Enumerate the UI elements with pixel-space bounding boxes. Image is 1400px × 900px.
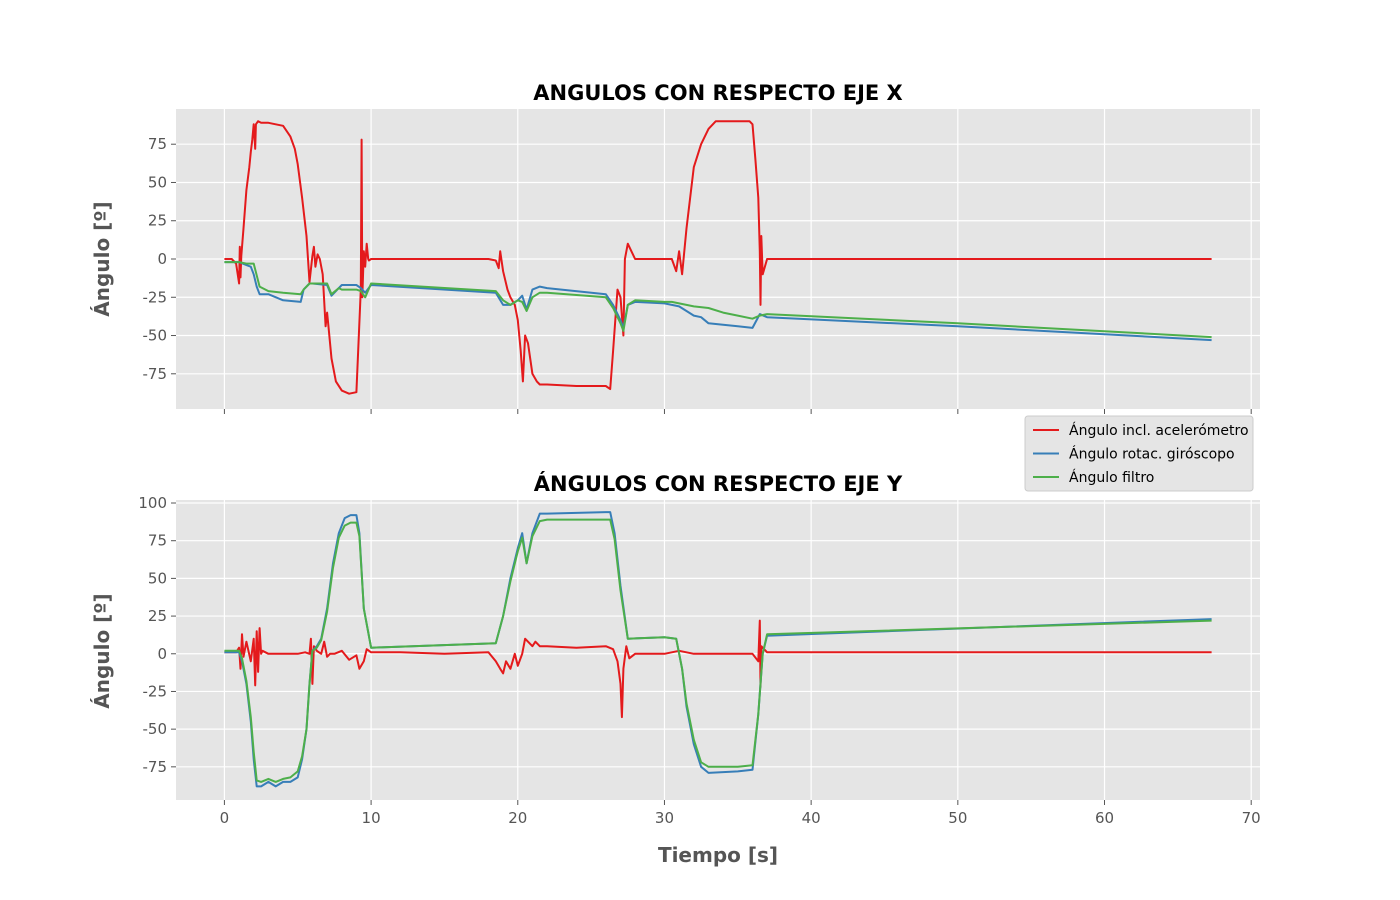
legend: Ángulo incl. acelerómetro Ángulo rotac. g… [1024,415,1254,492]
series-group [224,120,1212,395]
y-tick-label: -25 [143,288,168,306]
x-tick-label: 70 [1242,809,1261,827]
chart-panel-y-axis: -75 -50 -25 0 25 50 75 100 0 10 20 30 40 50 60 70 ÁNGULO… [90,471,1261,867]
series-line-ángulo-incl-acelerómetro [224,619,1212,719]
plot-area [176,500,1260,800]
chart-title: ANGULOS CON RESPECTO EJE X [533,81,902,105]
x-axis-label: Tiempo [s] [658,843,778,867]
series-line-ángulo-rotac-giróscopo [224,261,1212,342]
x-tick-label: 10 [362,809,381,827]
y-tick-label: -50 [143,327,168,345]
y-tick-label: 75 [148,532,167,550]
y-tick-label: 50 [148,569,167,587]
x-tick-label: 40 [802,809,821,827]
series-line-ángulo-incl-acelerómetro [224,120,1212,395]
x-tick-label: 30 [655,809,674,827]
y-tick-label: -75 [143,365,168,383]
y-tick-label: 0 [157,250,167,268]
y-tick-label: 25 [148,607,167,625]
y-tick-label: 0 [157,645,167,663]
x-tick-label: 20 [508,809,527,827]
y-tick-label: 25 [148,212,167,230]
y-tick-label: -75 [143,758,168,776]
y-tick-label: 50 [148,173,167,191]
series-line-ángulo-filtro [224,261,1212,339]
legend-label: Ángulo filtro [1069,469,1154,486]
x-tick-label: 0 [220,809,230,827]
y-tick-label: -50 [143,720,168,738]
chart-panel-x-axis: -75 -50 -25 0 25 50 75 ANGULOS CON RESPECTO EJE… [90,81,1260,414]
legend-label: Ángulo incl. acelerómetro [1069,422,1249,439]
y-axis-label: Ángulo [º] [90,593,114,708]
x-tick-label: 50 [948,809,967,827]
y-axis-label: Ángulo [º] [90,201,114,316]
series-group [224,511,1212,788]
legend-box [1024,415,1254,492]
legend-label: Ángulo rotac. giróscopo [1069,446,1235,463]
series-line-ángulo-filtro [224,518,1212,783]
chart-title: ÁNGULOS CON RESPECTO EJE Y [534,471,903,496]
y-tick-label: 100 [138,494,167,512]
y-tick-label: -25 [143,682,168,700]
x-tick-label: 60 [1095,809,1114,827]
y-tick-label: 75 [148,135,167,153]
